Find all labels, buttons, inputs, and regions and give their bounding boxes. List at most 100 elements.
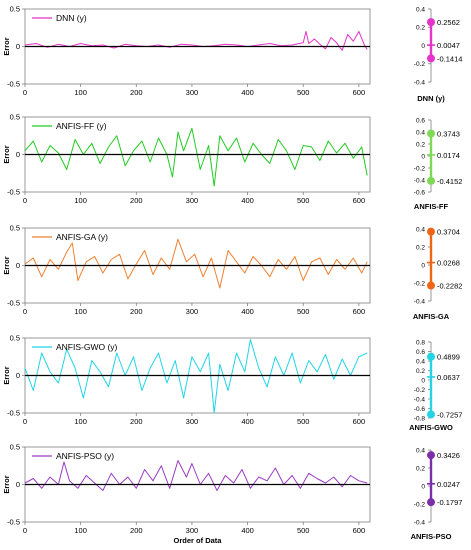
summary-tick-label: -0.2 [414, 387, 426, 394]
y-tick-label: -0.5 [7, 188, 20, 197]
y-tick-label: -0.5 [7, 409, 20, 418]
summary-tick-label: 0.6 [416, 117, 425, 124]
legend-label: ANFIS-GA (y) [56, 232, 108, 242]
min-marker [427, 410, 435, 419]
max-marker [427, 352, 435, 361]
x-tick-label: 200 [130, 526, 143, 535]
x-tick-label: 400 [241, 196, 254, 205]
x-tick-label: 200 [130, 307, 143, 316]
range-summary-1: -0.4 -0.2 0 0.2 0.4 0.2562 0.0047 -0.1414 DNN (y… [414, 6, 463, 103]
y-tick-label: 0.5 [10, 224, 20, 233]
summary-tick-label: 0.2 [416, 25, 425, 32]
x-tick-label: 600 [353, 196, 366, 205]
range-summary-3: -0.4 -0.2 0 0.2 0.4 0.3704 0.0268 -0.2282 ANFIS-… [413, 226, 463, 321]
summary-tick-label: -0.6 [414, 189, 426, 196]
x-tick-label: 400 [241, 88, 254, 97]
y-tick-label: 0 [16, 42, 20, 51]
summary-tick-label: 0.2 [416, 368, 425, 375]
min-value: -0.4152 [437, 177, 462, 186]
x-tick-label: 200 [130, 417, 143, 426]
y-tick-label: 0 [16, 371, 20, 380]
summary-tick-label: 0.2 [416, 141, 425, 148]
summary-tick-label: 0 [421, 153, 425, 160]
x-tick-label: 600 [353, 526, 366, 535]
summary-title: ANFIS-FF [414, 202, 449, 211]
y-tick-label: 0.5 [10, 5, 20, 14]
summary-tick-label: 0.4 [416, 226, 425, 233]
x-tick-label: 200 [130, 88, 143, 97]
summary-title: ANFIS-GWO [409, 423, 453, 432]
summary-title: ANFIS-GA [413, 312, 450, 321]
y-tick-label: 0.5 [10, 443, 20, 452]
y-tick-label: 0 [16, 480, 20, 489]
x-tick-label: 0 [23, 526, 27, 535]
y-tick-label: 0.5 [10, 113, 20, 122]
min-marker [427, 54, 435, 63]
summary-tick-label: -0.4 [414, 396, 426, 403]
x-tick-label: 0 [23, 307, 27, 316]
y-tick-label: -0.5 [7, 518, 20, 527]
x-tick-label: 600 [353, 307, 366, 316]
mean-value: 0.0247 [437, 480, 460, 489]
x-tick-label: 300 [186, 88, 199, 97]
range-summary-4: -0.8 -0.6 -0.4 -0.2 0 0.2 0.4 0.6 0.8 0.4899 0.063… [409, 339, 462, 432]
summary-tick-label: -0.2 [414, 501, 426, 508]
min-marker [427, 498, 435, 507]
range-summary-2: -0.6 -0.4 -0.2 0 0.2 0.4 0.6 0.3743 0.0174 -0.415… [414, 117, 463, 211]
max-marker [427, 451, 435, 460]
summary-tick-label: 0.4 [416, 6, 425, 13]
error-chart-4: -0.500.50 100 200 300 400 500 600ErrorANFIS-GW… [2, 334, 371, 426]
x-tick-label: 0 [23, 417, 27, 426]
y-tick-label: 0 [16, 261, 20, 270]
x-tick-label: 400 [241, 307, 254, 316]
error-chart-2: -0.500.50 100 200 300 400 500 600ErrorANFIS-FF… [2, 113, 371, 205]
y-tick-label: -0.5 [7, 80, 20, 89]
x-tick-label: 100 [74, 88, 87, 97]
summary-tick-label: -0.8 [414, 415, 426, 422]
x-tick-label: 200 [130, 196, 143, 205]
y-axis-label: Error [2, 256, 11, 274]
x-tick-label: 300 [186, 307, 199, 316]
x-tick-label: 500 [297, 526, 310, 535]
x-tick-label: 300 [186, 417, 199, 426]
x-tick-label: 500 [297, 307, 310, 316]
x-tick-label: 0 [23, 88, 27, 97]
y-tick-label: 0.5 [10, 334, 20, 343]
x-tick-label: 500 [297, 417, 310, 426]
x-tick-label: 300 [186, 196, 199, 205]
summary-tick-label: 0.2 [416, 244, 425, 251]
mean-value: 0.0268 [437, 259, 460, 268]
x-tick-label: 100 [74, 307, 87, 316]
x-tick-label: 600 [353, 417, 366, 426]
y-tick-label: -0.5 [7, 299, 20, 308]
legend-label: DNN (y) [56, 13, 87, 23]
x-tick-label: 0 [23, 196, 27, 205]
summary-tick-label: 0 [421, 483, 425, 490]
x-tick-label: 500 [297, 88, 310, 97]
legend-label: ANFIS-PSO (y) [56, 451, 114, 461]
range-summary-5: -0.4 -0.2 0 0.2 0.4 0.3426 0.0247 -0.1797 ANFIS-… [411, 447, 463, 541]
min-marker [427, 176, 435, 185]
summary-tick-label: -0.2 [414, 165, 426, 172]
summary-tick-label: -0.4 [414, 298, 426, 305]
x-tick-label: 300 [186, 526, 199, 535]
max-value: 0.3704 [437, 228, 460, 237]
series-line [24, 238, 368, 289]
mean-value: 0.0637 [437, 373, 460, 382]
summary-title: ANFIS-PSO [411, 532, 452, 541]
x-tick-label: 600 [353, 88, 366, 97]
max-value: 0.2562 [437, 18, 460, 27]
summary-title: DNN (y) [417, 94, 445, 103]
summary-tick-label: -0.4 [414, 79, 426, 86]
summary-tick-label: 0.4 [416, 358, 425, 365]
min-value: -0.1414 [437, 54, 462, 63]
min-value: -0.2282 [437, 282, 462, 291]
summary-tick-label: 0.4 [416, 447, 425, 454]
summary-tick-label: 0.4 [416, 129, 425, 136]
summary-tick-label: 0 [421, 262, 425, 269]
series-line [24, 460, 368, 491]
series-line [24, 127, 368, 187]
summary-tick-label: 0 [421, 43, 425, 50]
